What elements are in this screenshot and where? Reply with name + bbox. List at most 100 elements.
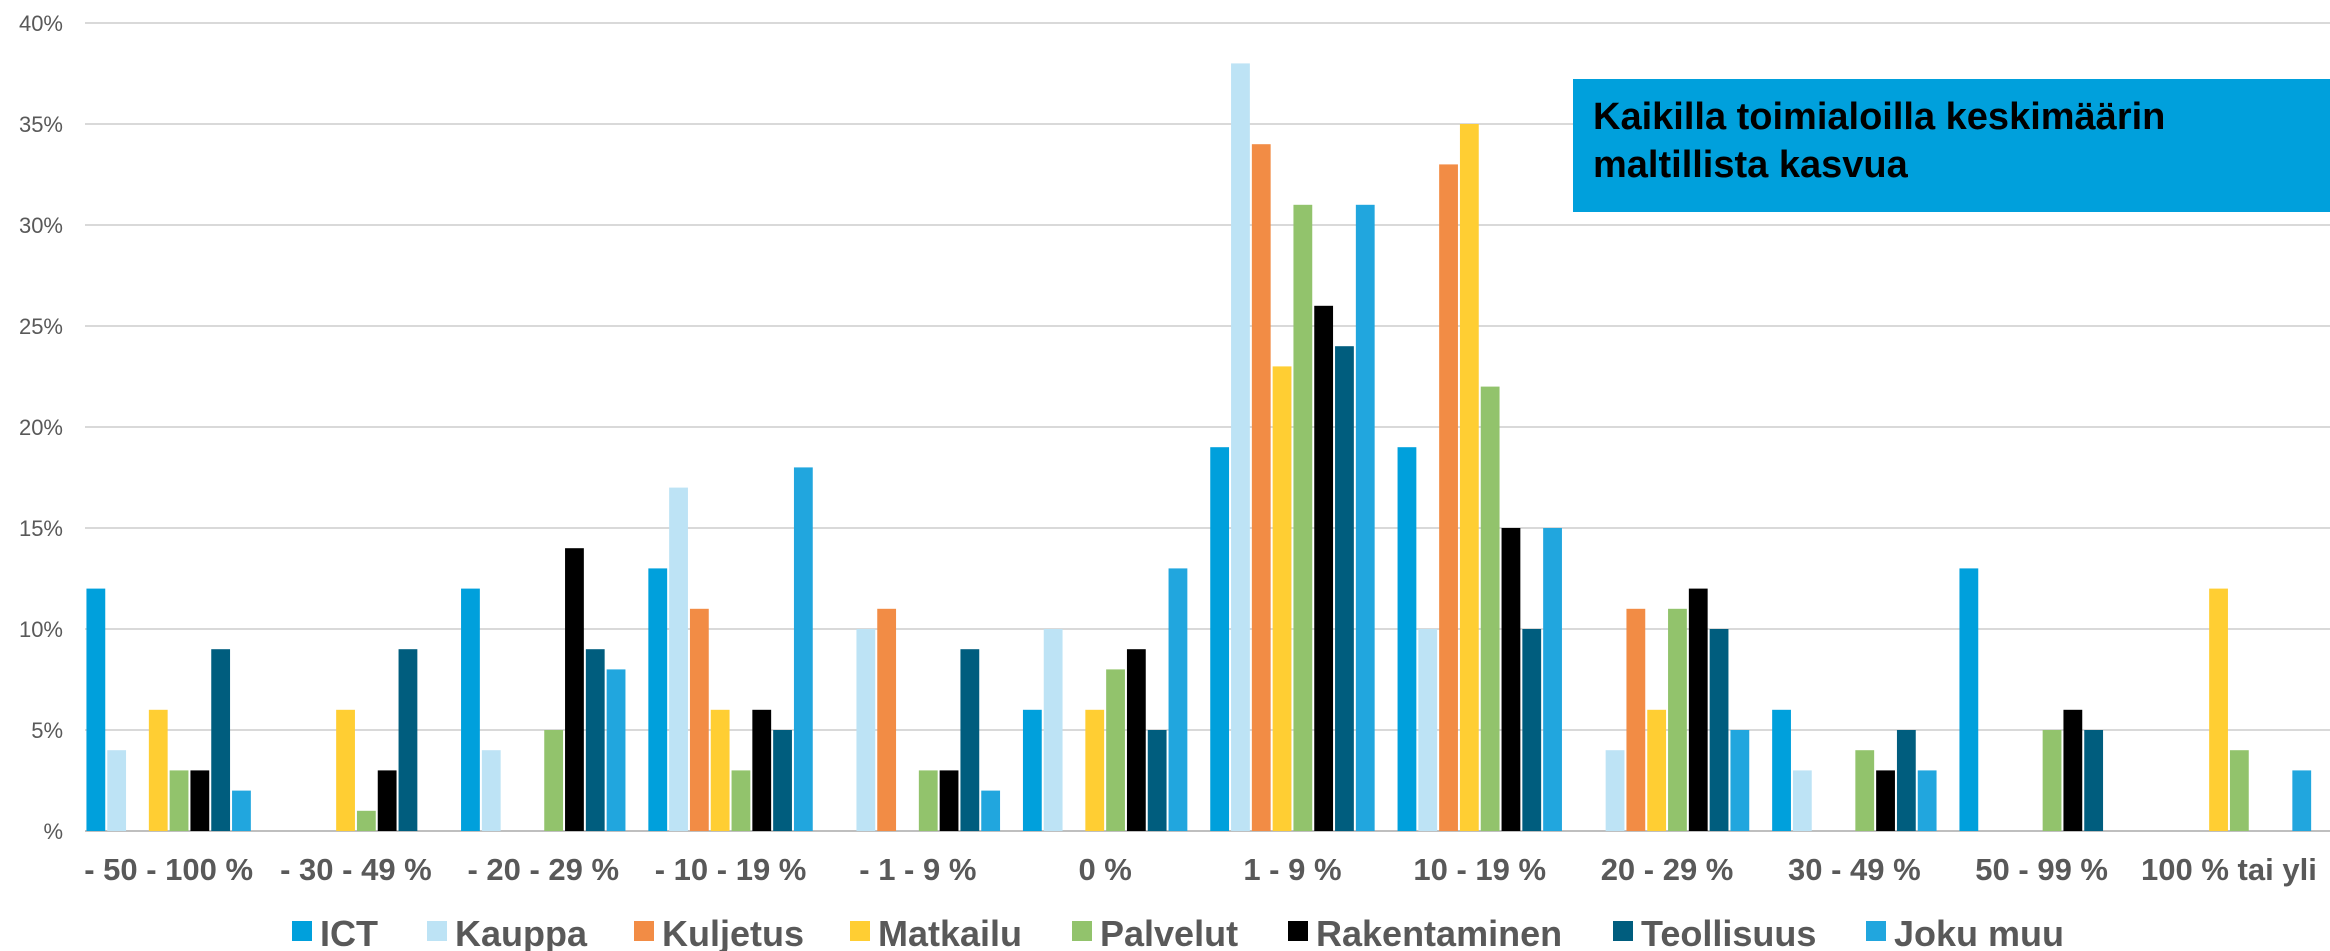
y-axis: % 5% 10% 15% 20% 25% 30% 35% 40%	[19, 11, 63, 844]
legend-swatch	[292, 921, 312, 941]
bar	[1668, 608, 1687, 831]
bar	[1959, 568, 1979, 831]
legend-swatch	[1613, 921, 1633, 941]
bar	[1730, 730, 1750, 831]
bar	[939, 770, 959, 831]
bar	[1418, 629, 1438, 831]
y-tick-label: 20%	[19, 415, 63, 440]
bar	[1876, 770, 1895, 831]
bar	[2229, 750, 2249, 831]
bar	[1459, 124, 1479, 831]
legend-swatch	[427, 921, 447, 941]
bar	[1147, 730, 1167, 831]
bar	[2292, 770, 2312, 831]
bar	[752, 709, 772, 831]
bar	[2042, 730, 2062, 831]
bar	[481, 750, 501, 831]
legend-label: Joku muu	[1894, 913, 2064, 951]
y-tick-label: 10%	[19, 617, 63, 642]
bar	[398, 649, 418, 831]
bars	[86, 63, 2312, 832]
y-tick-label: 15%	[19, 516, 63, 541]
x-tick-label: - 30 - 49 %	[280, 852, 432, 887]
bar	[918, 770, 938, 831]
bar	[1106, 669, 1125, 831]
bar	[960, 649, 980, 831]
legend-label: Rakentaminen	[1316, 913, 1562, 951]
y-tick-label: %	[43, 819, 63, 844]
bar	[107, 750, 127, 831]
bar	[1896, 730, 1916, 831]
bar	[606, 669, 626, 831]
bar	[585, 649, 605, 831]
bar	[1772, 709, 1791, 831]
bar	[648, 568, 668, 831]
legend-label: Teollisuus	[1641, 913, 1816, 951]
bar	[1314, 305, 1334, 831]
y-tick-label: 5%	[31, 718, 63, 743]
legend-swatch	[1866, 921, 1886, 941]
bar	[1272, 366, 1292, 831]
bar	[86, 588, 106, 831]
x-tick-label: - 50 - 100 %	[84, 852, 253, 887]
legend-label: Kuljetus	[662, 913, 804, 951]
x-tick-label: - 20 - 29 %	[467, 852, 619, 887]
bar	[1168, 568, 1188, 831]
x-tick-label: 1 - 9 %	[1243, 852, 1341, 887]
bar	[1210, 447, 1230, 831]
bar	[377, 770, 397, 831]
bar	[1293, 204, 1313, 832]
bar	[1397, 447, 1417, 831]
bar	[461, 588, 480, 831]
legend-label: ICT	[320, 913, 378, 951]
legend-label: Matkailu	[878, 913, 1022, 951]
bar	[1501, 528, 1521, 831]
bar	[190, 770, 210, 831]
x-tick-label: 0 %	[1078, 852, 1131, 887]
legend-swatch	[1288, 921, 1308, 941]
legend: ICT Kauppa Kuljetus Matkailu Palvelut Rakenta…	[292, 913, 2064, 951]
bar	[731, 770, 751, 831]
bar	[2063, 709, 2083, 831]
bar	[336, 709, 355, 831]
legend-label: Kauppa	[455, 913, 588, 951]
bar	[1022, 709, 1042, 831]
x-tick-label: 20 - 29 %	[1601, 852, 1734, 887]
bar	[669, 487, 688, 831]
legend-swatch	[634, 921, 654, 941]
bar	[856, 629, 876, 831]
y-tick-label: 30%	[19, 213, 63, 238]
callout-text: Kaikilla toimialoilla keskimäärin maltil…	[1593, 96, 2166, 186]
legend-swatch	[1072, 921, 1092, 941]
bar	[1126, 649, 1146, 831]
legend-swatch	[850, 921, 870, 941]
bar	[981, 790, 1001, 831]
bar	[2084, 730, 2104, 831]
bar	[1355, 204, 1375, 832]
bar	[1522, 629, 1542, 831]
x-tick-label: 30 - 49 %	[1788, 852, 1921, 887]
bar	[232, 790, 251, 831]
x-tick-label: 50 - 99 %	[1975, 852, 2108, 887]
bar	[1626, 608, 1646, 831]
bar	[1231, 63, 1250, 831]
bar	[565, 548, 584, 831]
bar	[689, 608, 709, 831]
bar	[2209, 588, 2228, 831]
bar	[1855, 750, 1875, 831]
y-tick-label: 25%	[19, 314, 63, 339]
y-tick-label: 35%	[19, 112, 63, 137]
bar	[1917, 770, 1937, 831]
bar	[793, 467, 813, 831]
bar	[1709, 629, 1729, 831]
bar	[877, 608, 897, 831]
bar	[1647, 709, 1667, 831]
bar	[1085, 709, 1105, 831]
bar	[356, 810, 376, 831]
x-tick-label: - 1 - 9 %	[859, 852, 976, 887]
bar	[1335, 346, 1354, 831]
bar	[710, 709, 730, 831]
bar	[148, 709, 168, 831]
legend-label: Palvelut	[1100, 913, 1238, 951]
